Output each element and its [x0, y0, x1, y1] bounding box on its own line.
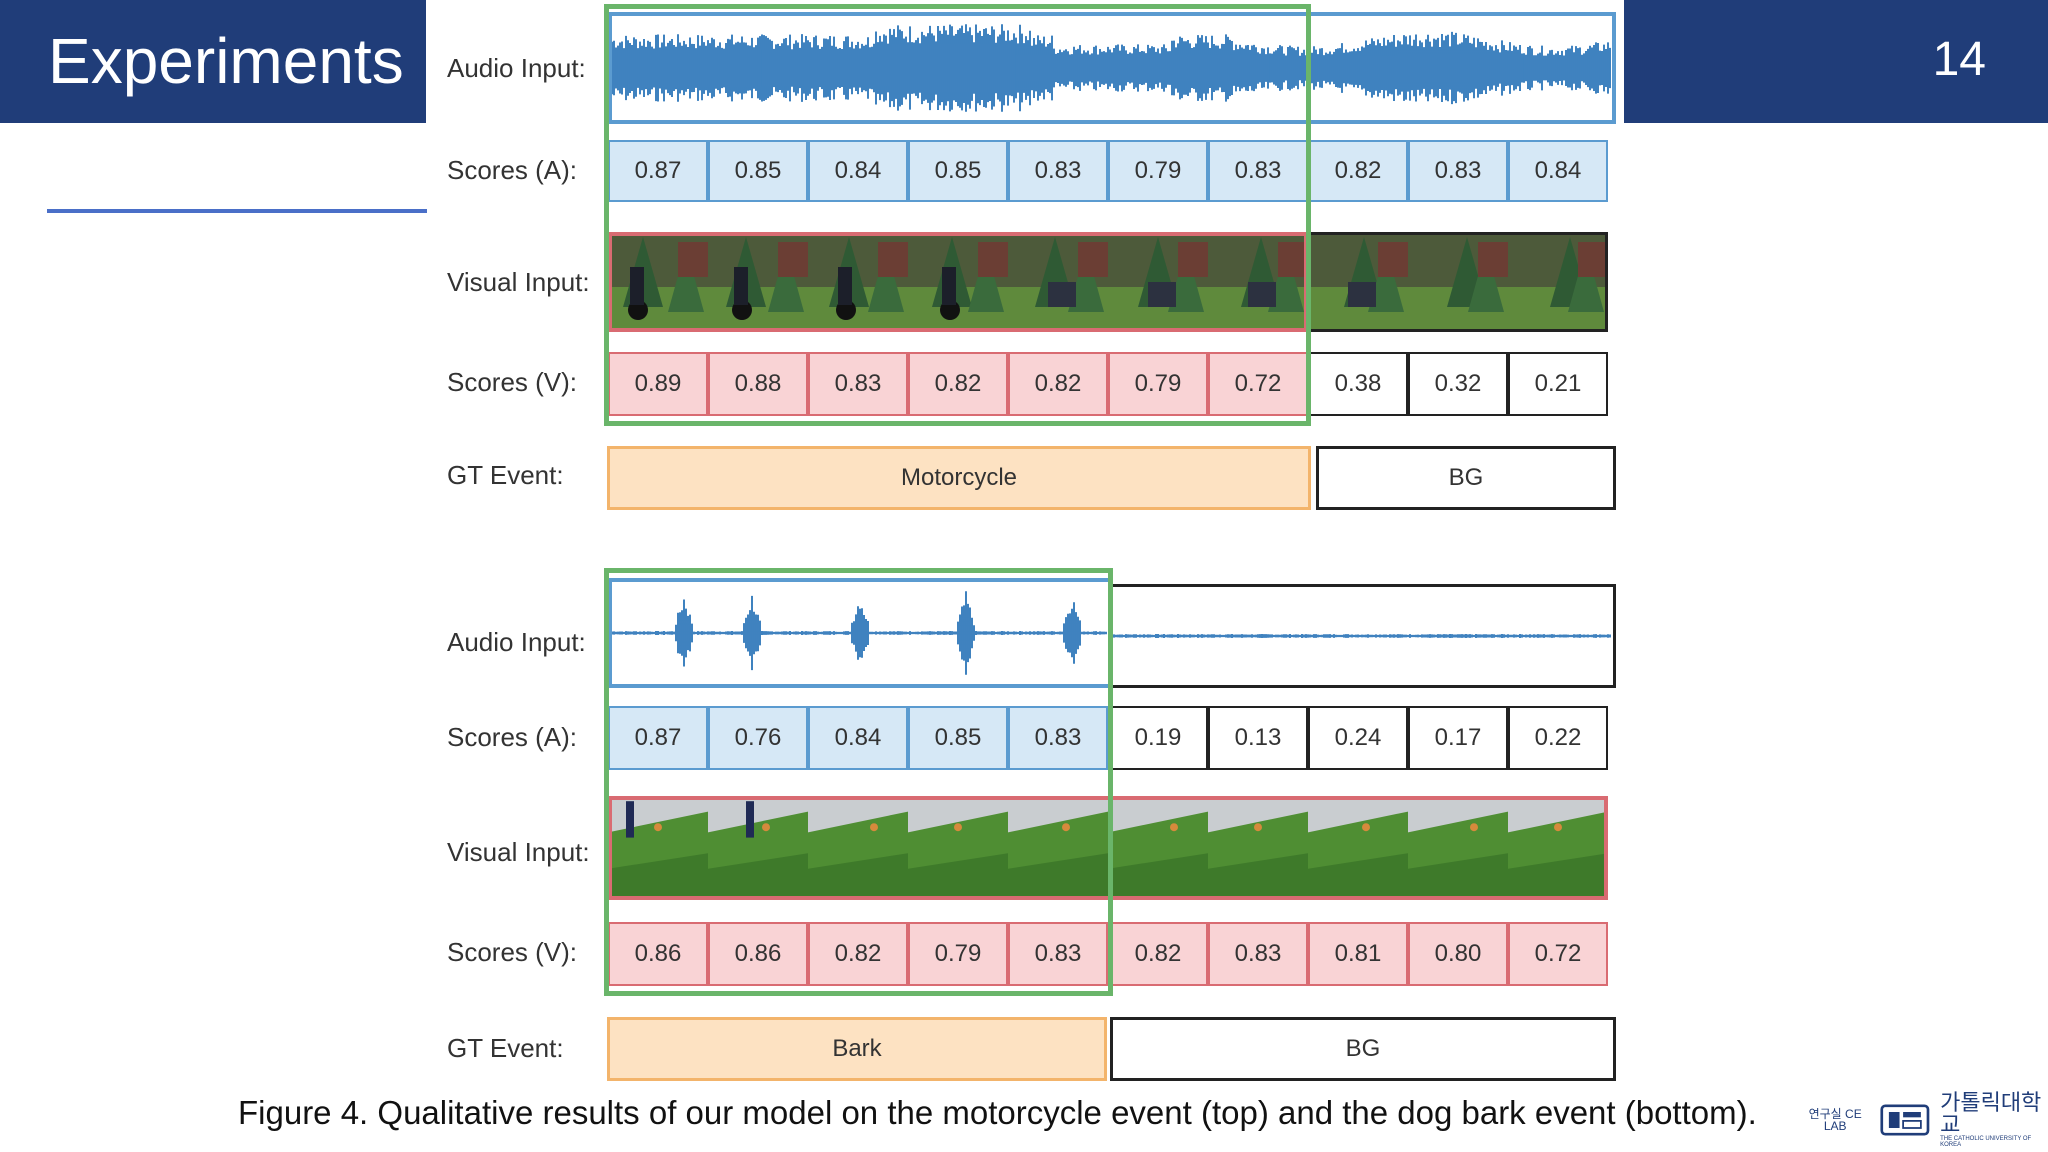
score-v-top-8: 0.38	[1308, 352, 1408, 416]
visual-frame-top-5	[1008, 232, 1108, 332]
university-name-en: THE CATHOLIC UNIVERSITY OF KOREA	[1940, 1136, 2032, 1148]
wave-bottom-b-trace	[1111, 634, 1611, 638]
score-v-top-7: 0.72	[1208, 352, 1308, 416]
score-v-bottom-8: 0.81	[1308, 922, 1408, 986]
score-v-top-3: 0.83	[808, 352, 908, 416]
score-a-top-7: 0.83	[1208, 140, 1308, 202]
visual-frame-bottom-6	[1108, 796, 1208, 900]
score-v-bottom-1: 0.86	[608, 922, 708, 986]
gt-event-bark: Bark	[607, 1017, 1107, 1081]
visual-frame-top-border-event	[608, 232, 1308, 332]
score-a-top-6: 0.79	[1108, 140, 1208, 202]
score-a-top-4: 0.85	[908, 140, 1008, 202]
visual-frame-bottom-border-event	[608, 796, 1608, 900]
label-gt-event-top: GT Event:	[447, 460, 564, 490]
score-a-bottom-1: 0.87	[608, 706, 708, 770]
gt-event-bg-top: BG	[1316, 446, 1616, 510]
visual-frame-bottom-8	[1308, 796, 1408, 900]
score-v-top-10: 0.21	[1508, 352, 1608, 416]
score-v-bottom-9: 0.80	[1408, 922, 1508, 986]
score-v-top-2: 0.88	[708, 352, 808, 416]
score-v-bottom-4: 0.79	[908, 922, 1008, 986]
score-a-bottom-3: 0.84	[808, 706, 908, 770]
score-a-bottom-10: 0.22	[1508, 706, 1608, 770]
visual-frame-bottom-5	[1008, 796, 1108, 900]
gt-event-motorcycle: Motorcycle	[607, 446, 1311, 510]
page-number: 14	[1932, 33, 1986, 86]
audio-waveform-top	[608, 12, 1616, 124]
visual-frame-top-3	[808, 232, 908, 332]
score-a-top-3: 0.84	[808, 140, 908, 202]
label-scores-a-top: Scores (A):	[447, 155, 578, 185]
wave-bottom-a-trace	[611, 591, 1107, 675]
visual-frame-bottom-3	[808, 796, 908, 900]
score-v-bottom-2: 0.86	[708, 922, 808, 986]
title-underline	[47, 209, 427, 213]
score-v-bottom-6: 0.82	[1108, 922, 1208, 986]
university-emblem-icon	[1880, 1104, 1930, 1136]
score-a-bottom-4: 0.85	[908, 706, 1008, 770]
score-v-bottom-3: 0.82	[808, 922, 908, 986]
label-scores-v-top: Scores (V):	[447, 367, 578, 397]
label-visual-input-bottom: Visual Input:	[447, 837, 590, 867]
audio-waveform-bottom-bg	[1111, 584, 1616, 688]
label-audio-input-top: Audio Input:	[447, 53, 586, 83]
visual-frame-top-1	[608, 232, 708, 332]
waveform-top-svg	[611, 24, 1611, 112]
label-scores-a-bottom: Scores (A):	[447, 722, 578, 752]
figure-caption: Figure 4. Qualitative results of our mod…	[238, 1094, 1757, 1131]
gt-event-bg-bottom: BG	[1110, 1017, 1616, 1081]
page-number-banner: 14	[1624, 0, 2048, 123]
label-visual-input-top: Visual Input:	[447, 267, 590, 297]
visual-frame-top-4	[908, 232, 1008, 332]
visual-frame-top-10	[1508, 232, 1608, 332]
label-scores-v-bottom: Scores (V):	[447, 937, 578, 967]
logo-area: 연구실 CE LAB 가톨릭대학교 THE CATHOLIC UNIVERSIT…	[1800, 1090, 2048, 1149]
visual-frame-top-8	[1308, 232, 1408, 332]
score-v-bottom-5: 0.83	[1008, 922, 1108, 986]
score-v-top-4: 0.82	[908, 352, 1008, 416]
score-v-bottom-10: 0.72	[1508, 922, 1608, 986]
wave-top-trace	[611, 24, 1611, 112]
score-a-bottom-2: 0.76	[708, 706, 808, 770]
audio-waveform-bottom-event	[608, 578, 1112, 688]
label-gt-event-bottom: GT Event:	[447, 1033, 564, 1063]
label-audio-input-bottom: Audio Input:	[447, 627, 586, 657]
waveform-bottom-event-svg	[611, 591, 1107, 675]
visual-frame-top-9	[1408, 232, 1508, 332]
visual-frame-bottom-2	[708, 796, 808, 900]
slide-title: Experiments	[48, 25, 404, 97]
score-a-top-2: 0.85	[708, 140, 808, 202]
score-a-top-5: 0.83	[1008, 140, 1108, 202]
score-a-bottom-8: 0.24	[1308, 706, 1408, 770]
visual-frame-bottom-4	[908, 796, 1008, 900]
waveform-bottom-bg-svg	[1111, 634, 1611, 638]
visual-frame-top-6	[1108, 232, 1208, 332]
visual-frame-top-7	[1208, 232, 1308, 332]
score-v-top-9: 0.32	[1408, 352, 1508, 416]
score-v-top-6: 0.79	[1108, 352, 1208, 416]
university-name: 가톨릭대학교	[1940, 1090, 2042, 1137]
title-banner: Experiments	[0, 0, 426, 123]
score-v-top-5: 0.82	[1008, 352, 1108, 416]
score-a-top-8: 0.82	[1308, 140, 1408, 202]
score-a-bottom-9: 0.17	[1408, 706, 1508, 770]
score-a-bottom-7: 0.13	[1208, 706, 1308, 770]
lab-logo: 연구실 CE LAB	[1808, 1107, 1862, 1133]
visual-frame-bottom-7	[1208, 796, 1308, 900]
score-a-bottom-5: 0.83	[1008, 706, 1108, 770]
visual-frame-bottom-9	[1408, 796, 1508, 900]
score-a-bottom-6: 0.19	[1108, 706, 1208, 770]
visual-frame-top-2	[708, 232, 808, 332]
score-a-top-10: 0.84	[1508, 140, 1608, 202]
score-v-bottom-7: 0.83	[1208, 922, 1308, 986]
score-a-top-1: 0.87	[608, 140, 708, 202]
visual-frame-top-border-bg	[1308, 232, 1608, 332]
visual-frame-bottom-10	[1508, 796, 1608, 900]
score-a-top-9: 0.83	[1408, 140, 1508, 202]
visual-frame-bottom-1	[608, 796, 708, 900]
score-v-top-1: 0.89	[608, 352, 708, 416]
